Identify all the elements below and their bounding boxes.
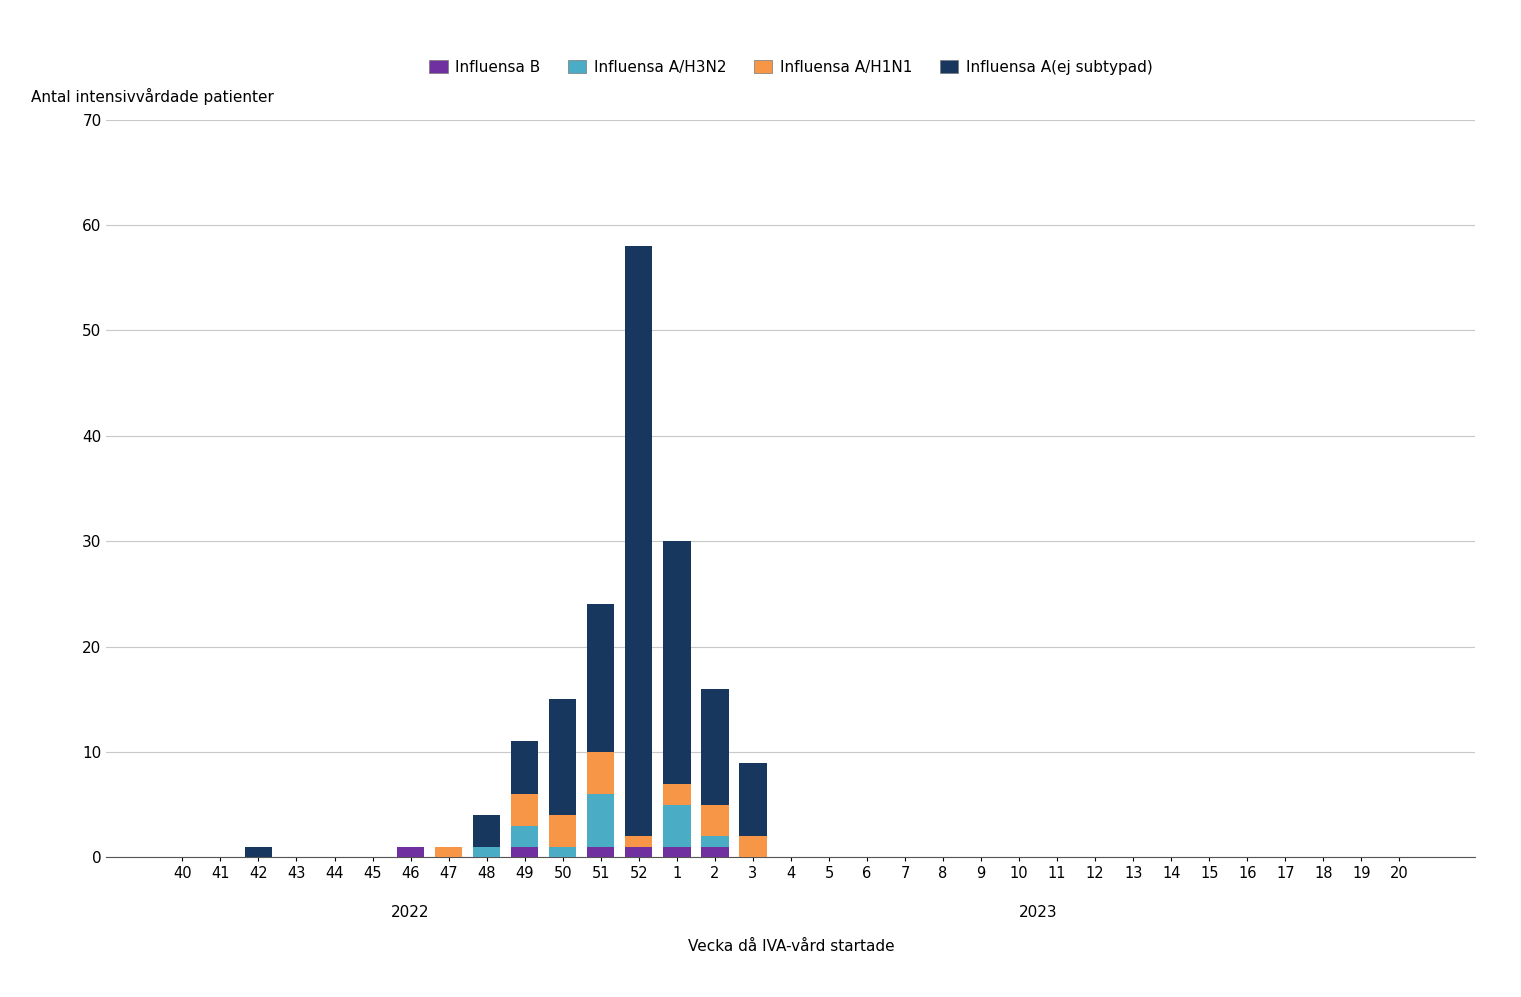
Bar bbox=[663, 784, 691, 805]
Bar bbox=[701, 846, 729, 857]
Bar bbox=[739, 763, 767, 836]
Bar bbox=[587, 846, 614, 857]
Bar bbox=[625, 846, 653, 857]
Bar bbox=[663, 805, 691, 846]
Bar bbox=[587, 604, 614, 752]
Bar bbox=[511, 846, 538, 857]
Bar bbox=[587, 795, 614, 846]
Bar bbox=[587, 752, 614, 795]
Bar bbox=[473, 816, 500, 846]
Bar bbox=[663, 846, 691, 857]
Bar bbox=[511, 826, 538, 846]
Bar bbox=[549, 846, 576, 857]
Bar bbox=[701, 836, 729, 846]
Bar bbox=[397, 846, 424, 857]
Bar bbox=[435, 846, 462, 857]
Bar bbox=[739, 836, 767, 857]
Bar bbox=[625, 836, 653, 846]
Bar bbox=[701, 689, 729, 805]
Bar bbox=[511, 742, 538, 795]
Bar bbox=[663, 541, 691, 784]
Text: Vecka då IVA-vård startade: Vecka då IVA-vård startade bbox=[687, 938, 894, 953]
Bar bbox=[549, 816, 576, 846]
Text: 2023: 2023 bbox=[1019, 905, 1057, 920]
Text: 2022: 2022 bbox=[391, 905, 430, 920]
Legend: Influensa B, Influensa A/H3N2, Influensa A/H1N1, Influensa A(ej subtypad): Influensa B, Influensa A/H3N2, Influensa… bbox=[423, 54, 1159, 81]
Bar bbox=[511, 795, 538, 826]
Bar bbox=[701, 805, 729, 836]
Bar bbox=[625, 246, 653, 836]
Bar bbox=[549, 699, 576, 816]
Bar bbox=[245, 846, 272, 857]
Text: Antal intensivvårdade patienter: Antal intensivvårdade patienter bbox=[32, 88, 274, 105]
Bar bbox=[473, 846, 500, 857]
